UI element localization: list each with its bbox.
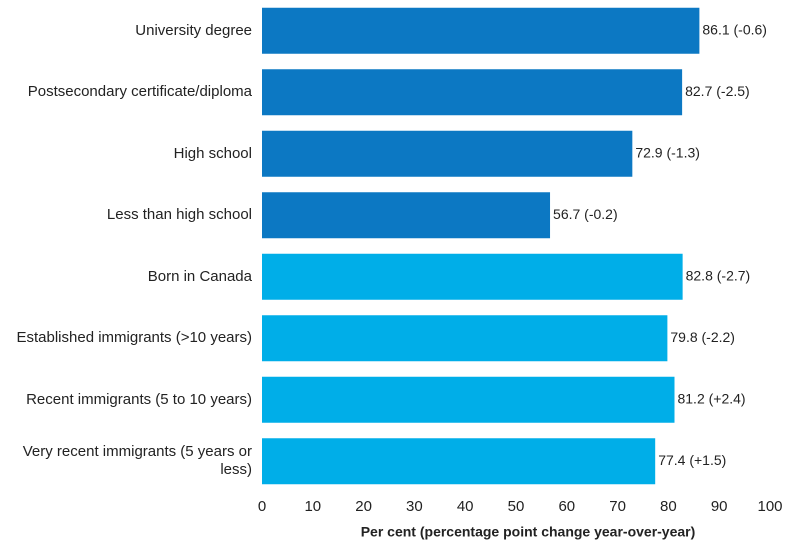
bar	[262, 376, 675, 423]
x-tick-label: 10	[304, 498, 321, 515]
x-tick-label: 30	[406, 498, 423, 515]
y-tick-label: High school	[173, 144, 252, 162]
y-tick-label: Postsecondary certificate/diploma	[27, 83, 252, 101]
bar	[262, 69, 683, 116]
y-tick-label: Very recent immigrants (5 years or less)	[22, 443, 252, 479]
x-tick-label: 20	[355, 498, 372, 515]
x-tick-label: 60	[558, 498, 575, 515]
value-label: 82.8 (-2.7)	[686, 267, 751, 283]
bar	[262, 253, 683, 300]
x-tick-label: 40	[457, 498, 474, 515]
value-label: 86.1 (-0.6)	[702, 21, 767, 37]
bar	[262, 7, 700, 54]
x-tick-label: 0	[258, 498, 266, 515]
value-label: 77.4 (+1.5)	[658, 452, 726, 468]
x-tick-label: 80	[660, 498, 677, 515]
bar	[262, 192, 551, 239]
y-tick-label: Established immigrants (>10 years)	[16, 329, 252, 347]
value-label: 72.9 (-1.3)	[635, 144, 700, 160]
x-tick-label: 100	[757, 498, 782, 515]
x-tick-label: 90	[711, 498, 728, 515]
y-tick-label: University degree	[135, 21, 252, 39]
x-tick-label: 50	[508, 498, 525, 515]
x-axis-title: Per cent (percentage point change year-o…	[361, 524, 696, 540]
x-tick-label: 70	[609, 498, 626, 515]
y-tick-label: Recent immigrants (5 to 10 years)	[26, 390, 252, 408]
value-label: 81.2 (+2.4)	[677, 390, 745, 406]
bar	[262, 130, 633, 177]
value-label: 79.8 (-2.2)	[670, 329, 735, 345]
bar	[262, 315, 668, 362]
bar	[262, 438, 656, 485]
value-label: 56.7 (-0.2)	[553, 206, 618, 222]
y-tick-label: Born in Canada	[147, 267, 252, 285]
y-tick-label: Less than high school	[106, 206, 252, 224]
value-label: 82.7 (-2.5)	[685, 83, 750, 99]
